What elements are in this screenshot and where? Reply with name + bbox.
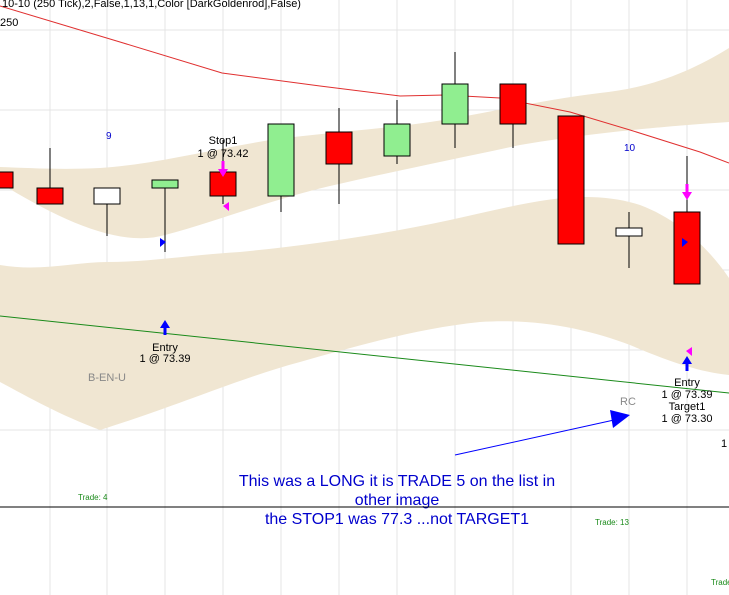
stop1-label: Stop1: [209, 135, 238, 147]
candles: [0, 52, 701, 285]
target1-detail: 1 @ 73.30: [662, 413, 713, 425]
candle-body-0: [0, 171, 14, 189]
candle-body-2: [93, 187, 121, 205]
envelope-bands: [0, 48, 729, 430]
entry2-up-arrow-head: [682, 356, 692, 364]
entry2-up-arrow-shaft: [685, 363, 689, 371]
candle-body-5: [267, 123, 295, 197]
indicator-parameters: 10-10 (250 Tick),2,False,1,13,1,Color [D…: [2, 0, 301, 10]
annotation-line-1: This was a LONG it is TRADE 5 on the lis…: [239, 473, 555, 490]
pointer-arrow-head: [610, 410, 630, 428]
trade-markers: [160, 161, 692, 371]
axis-tick-label: 250: [0, 17, 18, 29]
entry1-up-arrow-head: [160, 320, 170, 328]
entry2-detail: 1 @ 73.39: [662, 389, 713, 401]
stop1-down-arrow-head: [218, 169, 228, 177]
candle-body-10: [557, 115, 585, 245]
entry2-tick: [682, 238, 688, 247]
lower-band: [0, 197, 729, 430]
pointer-arrow-line: [454, 419, 615, 456]
candle-body-3: [151, 179, 179, 189]
trade-label-4: Trade: 4: [78, 493, 108, 502]
upper-band: [0, 48, 729, 239]
entry1-detail: 1 @ 73.39: [140, 353, 191, 365]
pattern-label-rc: RC: [620, 396, 636, 408]
stop1-tick: [223, 202, 229, 211]
bar-number-9: 9: [106, 131, 112, 142]
stop1-detail: 1 @ 73.42: [198, 148, 249, 160]
candle-body-8: [441, 83, 469, 125]
candle-body-7: [383, 123, 411, 157]
trade-label-edge: Trade: [711, 578, 729, 587]
entry1-label: Entry: [152, 342, 178, 354]
candle-body-9: [499, 83, 527, 125]
pattern-label-b-en-u: B-EN-U: [88, 372, 126, 384]
entry2-label: Entry: [674, 377, 700, 389]
trade-label-13: Trade: 13: [595, 518, 629, 527]
trend-line: [0, 315, 729, 394]
annotation-line-3: the STOP1 was 77.3 ...not TARGET1: [265, 511, 529, 528]
candle-body-1: [36, 187, 64, 205]
entry1-up-arrow-shaft: [163, 327, 167, 335]
candle-body-11: [615, 227, 643, 237]
target1-label: Target1: [669, 401, 706, 413]
target1-tick: [686, 347, 692, 356]
entry1-tick: [160, 238, 166, 247]
exit-down-arrow-head: [682, 192, 692, 200]
stop1-down-arrow-shaft: [221, 161, 225, 170]
bar-number-10: 10: [624, 143, 636, 154]
exit-down-arrow-shaft: [685, 184, 689, 193]
edge-value-label: 1: [721, 438, 727, 450]
candle-body-6: [325, 131, 353, 165]
candle-body-12: [673, 211, 701, 285]
annotation-line-2: other image: [355, 492, 440, 509]
